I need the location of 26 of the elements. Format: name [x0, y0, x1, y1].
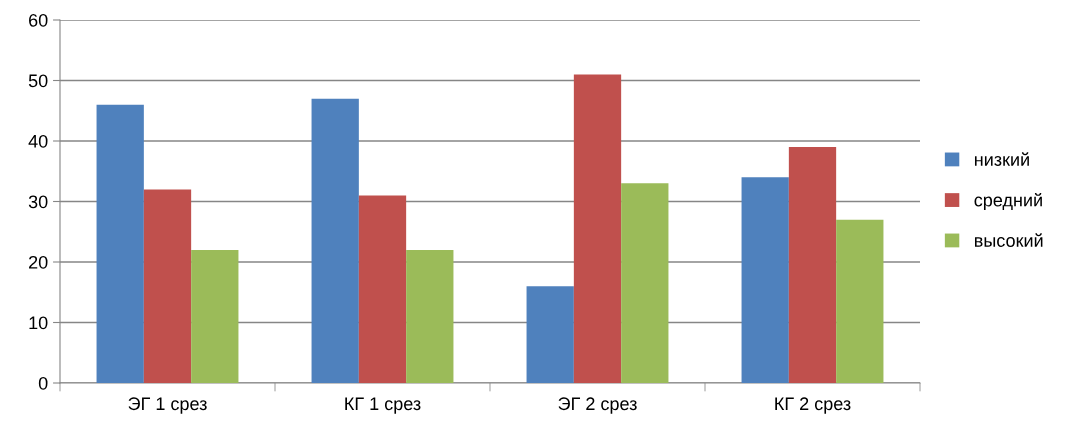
x-tick-label: ЭГ 1 срез: [128, 397, 207, 414]
y-tick-label: 10: [29, 316, 48, 330]
bar: [358, 195, 407, 383]
y-tick-label: 20: [29, 255, 48, 269]
x-tick-label: ЭГ 2 срез: [558, 397, 637, 414]
bar: [96, 104, 144, 383]
y-tick-label: 0: [38, 376, 48, 390]
x-tick-label: КГ 2 срез: [775, 397, 851, 414]
bar: [191, 249, 239, 383]
legend-label: низкий: [974, 152, 1029, 166]
legend-label: высокий: [974, 233, 1043, 247]
bar: [788, 147, 837, 383]
y-tick-label: 50: [28, 74, 48, 88]
bar: [143, 189, 192, 383]
y-tick-label: 30: [28, 195, 48, 209]
bar: [741, 177, 789, 383]
x-tick-label: КГ 1 срез: [345, 397, 421, 414]
bar: [621, 183, 669, 383]
bar: [526, 286, 574, 383]
legend-label: средний: [974, 192, 1042, 211]
bar: [311, 98, 359, 383]
bar: [836, 219, 884, 383]
bar: [573, 74, 622, 383]
y-tick-label: 40: [28, 134, 48, 148]
y-tick-label: 60: [29, 13, 48, 27]
bar: [406, 249, 454, 383]
